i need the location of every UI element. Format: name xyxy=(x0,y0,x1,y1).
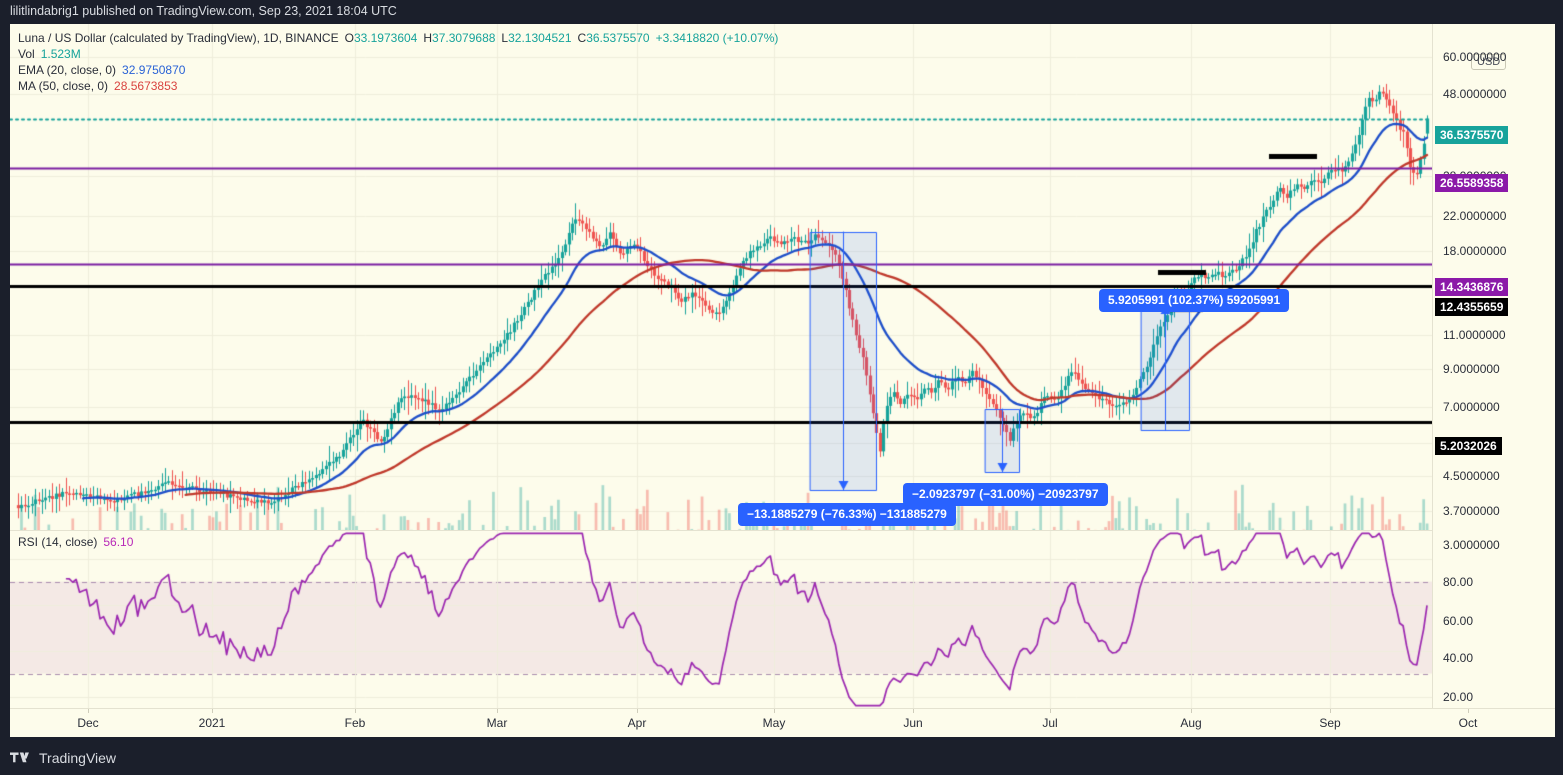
tradingview-logo-icon xyxy=(10,751,32,765)
price-pane[interactable] xyxy=(10,24,1432,530)
time-axis-label: Aug xyxy=(1180,716,1202,730)
currency-badge: USD xyxy=(1471,54,1507,70)
measure-down-may[interactable]: −13.1885279 (−76.33%) −131885279 xyxy=(738,503,956,526)
time-axis-label: Dec xyxy=(77,716,99,730)
price-axis-tag[interactable]: 36.5375570 xyxy=(1435,126,1509,144)
price-axis-tag[interactable]: 12.4355659 xyxy=(1435,298,1509,316)
price-tick-label: 7.0000000 xyxy=(1443,400,1500,414)
time-tick xyxy=(212,709,213,713)
price-tick-label: 9.0000000 xyxy=(1443,362,1500,376)
price-tick-label: 11.0000000 xyxy=(1443,328,1506,342)
price-tick-label: 18.0000000 xyxy=(1443,244,1507,258)
measure-up-august[interactable]: 5.9205991 (102.37%) 59205991 xyxy=(1099,289,1290,312)
price-tick-label: 4.5000000 xyxy=(1443,469,1500,483)
rsi-pane[interactable] xyxy=(10,531,1432,708)
measure-down-june[interactable]: −2.0923797 (−31.00%) −20923797 xyxy=(903,483,1108,506)
time-tick xyxy=(1330,709,1331,713)
time-axis-label: Feb xyxy=(344,716,366,730)
rsi-legend-label: RSI (14, close) xyxy=(18,535,98,549)
time-tick xyxy=(497,709,498,713)
price-axis-tag[interactable]: 26.5589358 xyxy=(1435,174,1509,192)
time-tick xyxy=(1468,709,1469,713)
price-tick-label: 3.7000000 xyxy=(1443,504,1500,518)
time-tick xyxy=(88,709,89,713)
time-axis-label: Mar xyxy=(486,716,508,730)
time-axis-label: Sep xyxy=(1319,716,1341,730)
rsi-tick-label: 20.00 xyxy=(1443,690,1474,704)
rsi-tick-label: 80.00 xyxy=(1443,575,1474,589)
price-tick-label: 22.0000000 xyxy=(1443,209,1507,223)
time-tick xyxy=(637,709,638,713)
time-axis-label: May xyxy=(762,716,786,730)
time-axis[interactable]: Dec 2021 Feb Mar Apr May Jun Jul Aug Sep Oct xyxy=(10,708,1555,737)
rsi-canvas xyxy=(10,531,1432,708)
time-axis-label: 2021 xyxy=(198,716,226,730)
rsi-tick-label: 60.00 xyxy=(1443,614,1474,628)
footer-brand: TradingView xyxy=(10,746,116,770)
time-axis-label: Apr xyxy=(627,716,647,730)
time-axis-label: Oct xyxy=(1458,716,1478,730)
time-tick xyxy=(1191,709,1192,713)
chart-frame: Luna / US Dollar (calculated by TradingV… xyxy=(10,24,1555,737)
price-tick-label: 3.0000000 xyxy=(1443,538,1500,552)
price-canvas xyxy=(10,24,1432,530)
rsi-legend-value: 56.10 xyxy=(103,535,134,549)
price-axis-tag[interactable]: 14.3436876 xyxy=(1435,278,1509,296)
price-tick-label: 60.0000000 xyxy=(1443,50,1507,64)
pane-divider xyxy=(10,530,1555,531)
time-tick xyxy=(355,709,356,713)
time-tick xyxy=(913,709,914,713)
time-tick xyxy=(774,709,775,713)
rsi-legend: RSI (14, close) 56.10 xyxy=(18,535,133,549)
time-axis-label: Jun xyxy=(903,716,923,730)
price-tick-label: 48.0000000 xyxy=(1443,87,1507,101)
price-axis-tag[interactable]: 5.2032026 xyxy=(1435,437,1502,455)
attribution-bar: lilitlindabrig1 published on TradingView… xyxy=(0,0,1563,22)
rsi-tick-label: 40.00 xyxy=(1443,651,1474,665)
time-tick xyxy=(1050,709,1051,713)
price-axis[interactable]: USD 60.000000048.000000028.000000022.000… xyxy=(1432,24,1555,708)
footer-brand-label: TradingView xyxy=(39,750,117,766)
time-axis-label: Jul xyxy=(1042,716,1058,730)
